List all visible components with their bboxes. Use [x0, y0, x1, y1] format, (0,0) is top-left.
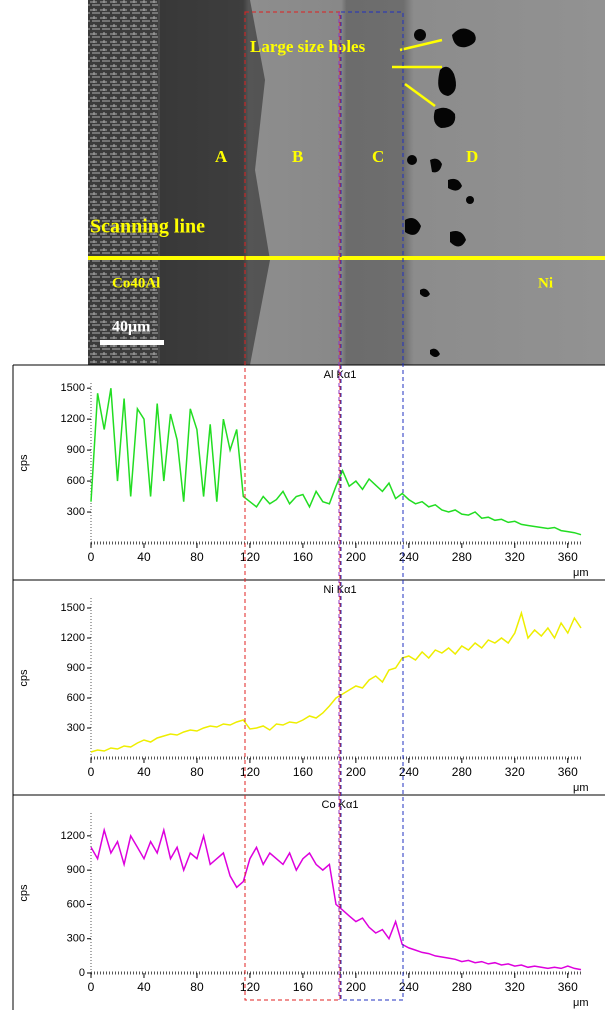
zone-label: B	[292, 147, 303, 166]
y-tick-label: 600	[67, 692, 85, 704]
x-tick-label: 160	[293, 980, 313, 994]
x-tick-label: 160	[293, 765, 313, 779]
x-tick-label: 40	[137, 550, 151, 564]
zone-box	[340, 11, 404, 1001]
y-tick-label: 1200	[61, 413, 85, 425]
y-tick-label: 1500	[61, 602, 85, 614]
x-tick-label: 0	[88, 980, 95, 994]
x-tick-label: 240	[399, 980, 419, 994]
x-tick-label: 320	[505, 765, 525, 779]
holes	[405, 28, 476, 357]
panel-bg	[13, 365, 605, 580]
x-tick-label: 360	[558, 980, 578, 994]
x-tick-label: 40	[137, 980, 151, 994]
x-tick-label: 280	[452, 980, 472, 994]
y-axis-label: cps	[18, 454, 30, 472]
x-tick-label: 120	[240, 550, 260, 564]
x-tick-label: 240	[399, 550, 419, 564]
x-tick-label: 200	[346, 550, 366, 564]
zone-boxes	[244, 11, 404, 1001]
y-tick-label: 1500	[61, 382, 85, 394]
y-tick-label: 300	[67, 722, 85, 734]
x-tick-label: 280	[452, 765, 472, 779]
x-tick-label: 240	[399, 765, 419, 779]
zone-label: D	[466, 147, 478, 166]
material-label: Ni	[538, 275, 553, 291]
y-tick-label: 600	[67, 898, 85, 910]
material-label: Co40Al	[112, 275, 160, 291]
scan-label: Scanning line	[90, 216, 205, 238]
y-tick-label: 900	[67, 444, 85, 456]
dark-phase	[160, 0, 270, 365]
y-tick-label: 900	[67, 864, 85, 876]
y-axis-label: cps	[18, 884, 30, 902]
y-tick-label: 600	[67, 475, 85, 487]
scale-bar	[100, 340, 164, 345]
x-tick-label: 40	[137, 765, 151, 779]
zone-box	[244, 11, 341, 1001]
chart-panel: Co Kα1 cps μm 0 300 600 900 1200 0 40 80 120 160 200 2…	[12, 794, 605, 1010]
x-tick-label: 360	[558, 550, 578, 564]
x-tick-label: 200	[346, 980, 366, 994]
scale-label: 40μm	[112, 319, 151, 336]
x-tick-label: 360	[558, 765, 578, 779]
x-tick-label: 320	[505, 550, 525, 564]
dendrite-region	[88, 0, 158, 365]
y-tick-label: 0	[79, 967, 85, 979]
holes-label: Large size holes	[250, 37, 366, 56]
x-tick-label: 200	[346, 765, 366, 779]
panel-bg	[13, 795, 605, 1010]
micrograph: Large size holes A B C D Scanning line C…	[88, 0, 605, 365]
y-tick-label: 1200	[61, 632, 85, 644]
x-axis-label: μm	[573, 567, 589, 579]
zone-label: C	[372, 147, 384, 166]
x-tick-label: 80	[190, 550, 204, 564]
x-tick-label: 0	[88, 550, 95, 564]
y-tick-label: 300	[67, 933, 85, 945]
x-tick-label: 120	[240, 980, 260, 994]
x-tick-label: 80	[190, 765, 204, 779]
x-axis-label: μm	[573, 997, 589, 1009]
arrow	[404, 82, 436, 108]
x-tick-label: 120	[240, 765, 260, 779]
y-axis-label: cps	[18, 669, 30, 687]
y-tick-label: 900	[67, 662, 85, 674]
data-line	[90, 610, 582, 753]
data-line	[90, 388, 582, 536]
y-tick-label: 1200	[61, 830, 85, 842]
chart-title: Co Kα1	[322, 799, 359, 811]
x-tick-label: 280	[452, 550, 472, 564]
x-axis-label: μm	[573, 782, 589, 794]
panel-bg	[13, 580, 605, 795]
x-tick-label: 160	[293, 550, 313, 564]
y-tick-label: 300	[67, 506, 85, 518]
arrow	[399, 38, 443, 52]
x-tick-label: 320	[505, 980, 525, 994]
x-tick-label: 0	[88, 765, 95, 779]
zone-label: A	[215, 147, 228, 166]
x-tick-label: 80	[190, 980, 204, 994]
data-line	[90, 827, 582, 971]
